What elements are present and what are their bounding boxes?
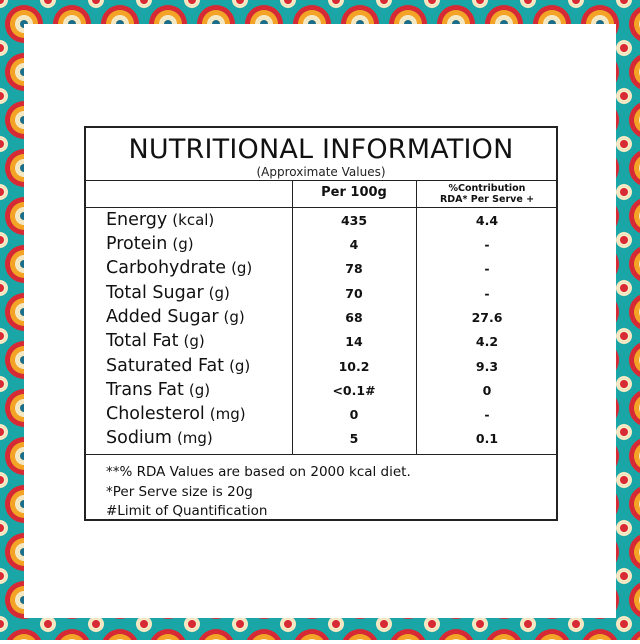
- nutrition-table: NUTRITIONAL INFORMATION (Approximate Val…: [84, 126, 558, 521]
- nutrient-unit: (g): [183, 332, 205, 350]
- table-row: Protein (g) 4 -: [86, 234, 556, 258]
- rda-value: -: [484, 237, 490, 252]
- table-row: Added Sugar (g) 68 27.6: [86, 307, 556, 331]
- table-row: Cholesterol (mg) 0 -: [86, 404, 556, 428]
- nutrient-unit: (g): [223, 308, 245, 326]
- table-row: Total Fat (g) 14 4.2: [86, 331, 556, 355]
- per100g-value: 78: [345, 261, 363, 276]
- footnote-loq: #Limit of Quantification: [106, 503, 268, 519]
- rda-value: 9.3: [475, 359, 499, 374]
- rda-value: 4.2: [475, 334, 499, 349]
- rda-value: 0: [482, 383, 492, 398]
- divider-col-1: [292, 180, 293, 454]
- nutrient-unit: (g): [229, 357, 251, 375]
- per100g-value: 68: [345, 310, 363, 325]
- column-header-per100g: Per 100g: [321, 185, 387, 200]
- nutrient-name: Saturated Fat: [106, 356, 225, 376]
- nutrient-name: Cholesterol: [106, 404, 205, 424]
- divider-col-2: [416, 180, 417, 454]
- footnotes: **% RDA Values are based on 2000 kcal di…: [106, 463, 411, 522]
- nutrient-name: Total Fat: [106, 331, 179, 351]
- per100g-value: 70: [345, 286, 363, 301]
- table-row: Sodium (mg) 5 0.1: [86, 428, 556, 452]
- nutrient-unit: (mg): [176, 429, 213, 447]
- rda-value: -: [484, 286, 490, 301]
- table-row: Energy (kcal) 435 4.4: [86, 210, 556, 234]
- column-header-rda: %Contribution RDA* Per Serve +: [416, 183, 558, 205]
- nutrient-unit: (g): [172, 235, 194, 253]
- rda-value: -: [484, 407, 490, 422]
- per100g-value: 435: [340, 213, 368, 228]
- footnote-serve-size: *Per Serve size is 20g: [106, 483, 253, 500]
- divider-header-bottom: [86, 207, 556, 208]
- nutrient-name: Trans Fat: [106, 380, 184, 400]
- nutrient-name: Energy: [106, 210, 168, 230]
- divider-notes: [86, 454, 556, 455]
- nutrient-name: Sodium: [106, 428, 172, 448]
- column-header-rda-line1: %Contribution: [448, 183, 526, 194]
- per100g-value: 0: [349, 407, 359, 422]
- nutrient-name: Added Sugar: [106, 307, 219, 327]
- rda-value: 27.6: [471, 310, 503, 325]
- rda-value: -: [484, 261, 490, 276]
- per100g-value: 14: [345, 334, 363, 349]
- divider-header-top: [86, 180, 556, 181]
- rda-value: 4.4: [475, 213, 499, 228]
- nutrient-unit: (g): [208, 284, 230, 302]
- nutrient-name: Carbohydrate: [106, 258, 227, 278]
- table-subtitle: (Approximate Values): [256, 165, 386, 179]
- table-row: Total Sugar (g) 70 -: [86, 283, 556, 307]
- per100g-value: <0.1#: [332, 383, 376, 398]
- rda-value: 0.1: [475, 431, 499, 446]
- nutrient-name: Total Sugar: [106, 283, 204, 303]
- nutrient-unit: (g): [231, 259, 253, 277]
- table-row: Saturated Fat (g) 10.2 9.3: [86, 356, 556, 380]
- table-row: Trans Fat (g) <0.1# 0: [86, 380, 556, 404]
- per100g-value: 4: [349, 237, 359, 252]
- column-header-rda-line2: RDA* Per Serve +: [439, 194, 535, 205]
- table-row: Carbohydrate (g) 78 -: [86, 258, 556, 282]
- per100g-value: 10.2: [338, 359, 370, 374]
- nutrient-name: Protein: [106, 234, 168, 254]
- nutrient-unit: (g): [188, 381, 211, 399]
- per100g-value: 5: [349, 431, 359, 446]
- footnote-rda: **% RDA Values are based on 2000 kcal di…: [106, 464, 411, 480]
- nutrient-unit: (kcal): [172, 211, 215, 229]
- nutrient-unit: (mg): [209, 405, 246, 423]
- table-title: NUTRITIONAL INFORMATION: [128, 134, 514, 165]
